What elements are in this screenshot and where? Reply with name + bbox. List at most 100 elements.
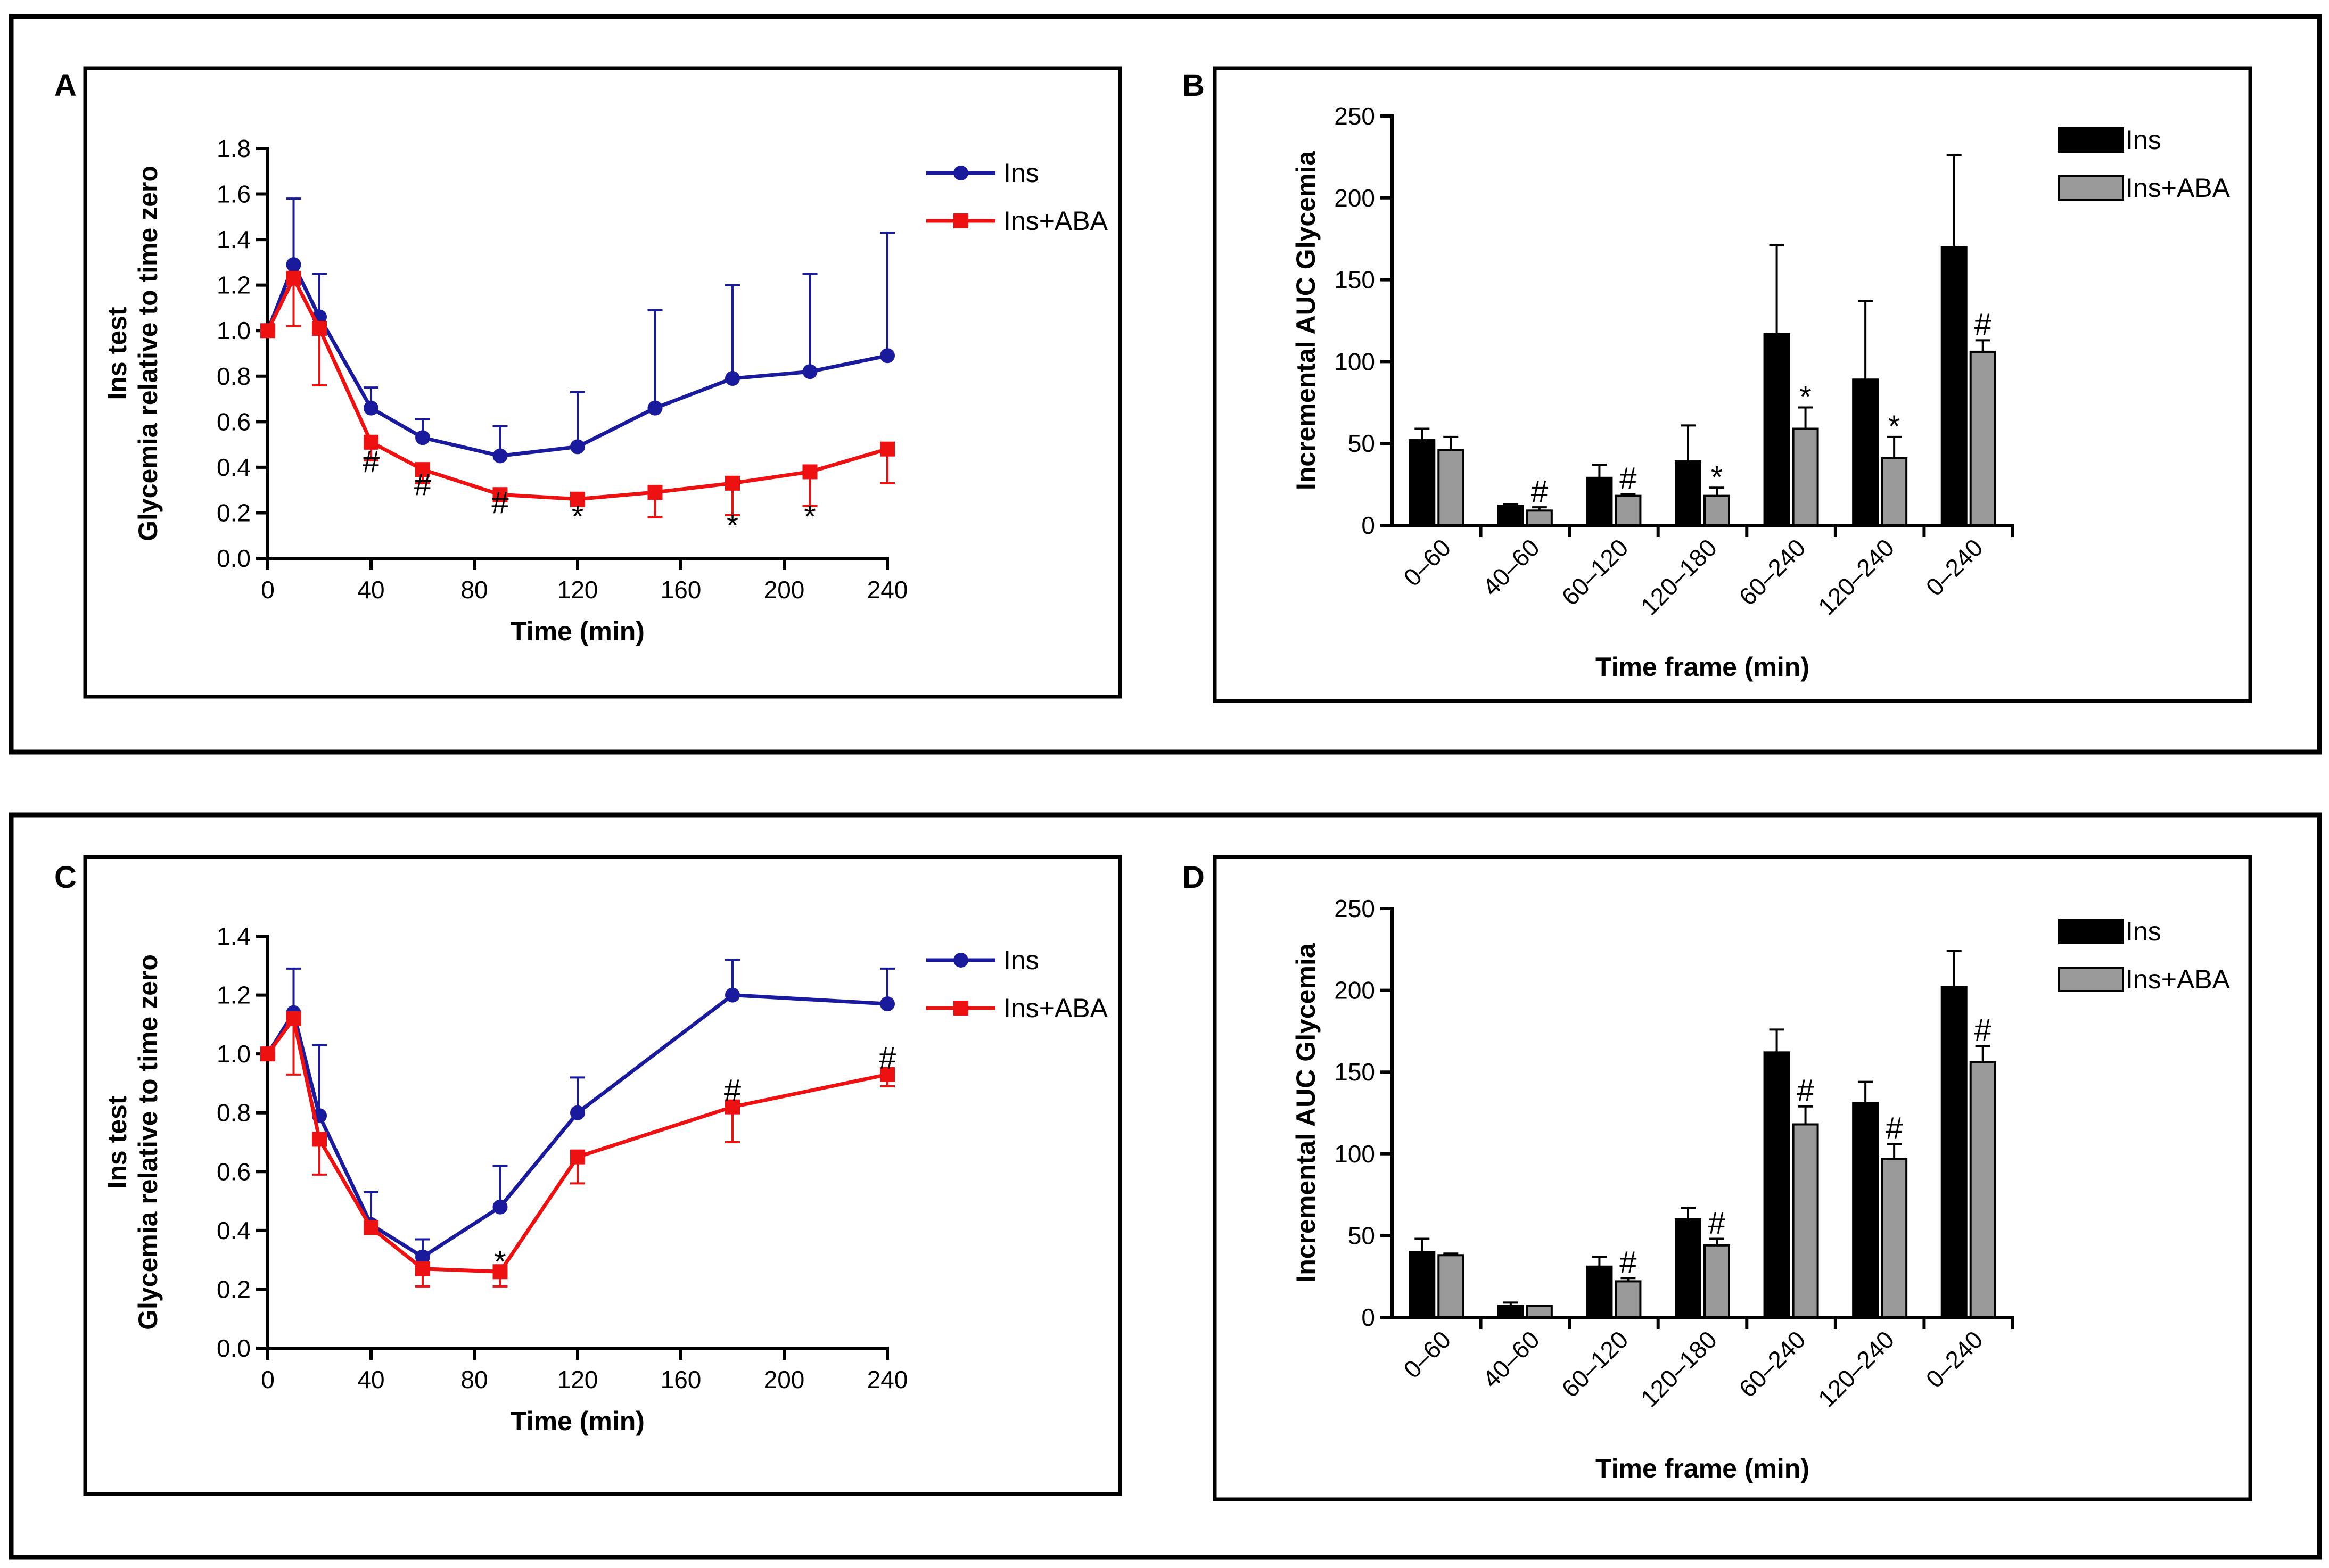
- series-ins-aba: [260, 1011, 895, 1288]
- y-tick-label: 200: [1334, 977, 1375, 1004]
- data-point: [647, 484, 663, 500]
- y-tick-label: 1.6: [217, 180, 251, 208]
- x-tick-label: 0: [261, 1366, 275, 1393]
- series-ins: [260, 959, 895, 1265]
- y-tick-label: 50: [1348, 430, 1375, 457]
- legend-marker: [953, 953, 968, 968]
- x-tick-label: 80: [460, 1366, 488, 1393]
- significance-mark: #: [1619, 461, 1636, 496]
- significance-mark: *: [804, 500, 816, 534]
- legend-item: Ins: [926, 945, 1039, 975]
- x-tick-label: 0–60: [1398, 1325, 1456, 1383]
- x-tick-label: 40–60: [1477, 1325, 1545, 1393]
- significance-mark: #: [879, 1041, 896, 1076]
- y-tick-label: 100: [1334, 348, 1375, 375]
- y-tick-label: 100: [1334, 1140, 1375, 1168]
- bar: [1763, 1051, 1790, 1319]
- significance-mark: *: [727, 509, 739, 543]
- y-axis-title: Glycemia relative to time zero: [133, 954, 163, 1330]
- y-tick-label: 250: [1334, 102, 1375, 130]
- y-tick-label: 1.8: [217, 135, 251, 162]
- bar: [1703, 494, 1730, 527]
- x-axis-title: Time (min): [511, 1406, 645, 1436]
- data-point: [647, 400, 663, 416]
- data-point: [725, 475, 740, 491]
- legend-label: Ins+ABA: [1003, 993, 1108, 1023]
- panel-a-frame: [83, 66, 1122, 699]
- y-tick-label: 1.4: [217, 922, 251, 950]
- y-tick-label: 50: [1348, 1222, 1375, 1249]
- x-tick-label: 0–240: [1921, 533, 1988, 601]
- y-tick-label: 0.6: [217, 1158, 251, 1185]
- x-axis-title: Time (min): [511, 616, 645, 646]
- bar: [1703, 1244, 1730, 1319]
- legend-item: Ins+ABA: [926, 206, 1108, 236]
- y-axis-title: Incremental AUC Glycemia: [1291, 943, 1321, 1282]
- data-point: [492, 1199, 508, 1215]
- y-tick-label: 1.2: [217, 981, 251, 1009]
- data-point: [492, 487, 508, 502]
- significance-mark: *: [1888, 409, 1900, 444]
- y-tick-label: 0.2: [217, 1275, 251, 1303]
- x-tick-label: 0: [261, 576, 275, 604]
- y-tick-label: 1.2: [217, 271, 251, 299]
- bar: [1881, 457, 1908, 526]
- y-tick-label: 150: [1334, 1058, 1375, 1086]
- legend-item: Ins+ABA: [2058, 173, 2231, 203]
- significance-mark: #: [724, 1073, 741, 1108]
- significance-mark: *: [1711, 460, 1723, 494]
- bar: [1409, 1251, 1436, 1319]
- panel-b-label: B: [1182, 68, 1205, 103]
- bar: [1526, 509, 1553, 526]
- y-tick-label: 250: [1334, 895, 1375, 922]
- data-point: [725, 987, 740, 1003]
- y-tick-label: 200: [1334, 184, 1375, 212]
- bar: [1675, 460, 1701, 527]
- y-axis-title: Glycemia relative to time zero: [133, 166, 163, 541]
- panel-b: B 0 50 100 150 200 250 Incremental AUC Glycemi…: [1182, 66, 2252, 703]
- x-axis-title: Time frame (min): [1595, 1454, 1809, 1483]
- x-axis-title: Time frame (min): [1595, 652, 1809, 682]
- data-point: [415, 1249, 430, 1265]
- legend-swatch: [2058, 919, 2124, 944]
- bar: [1586, 1265, 1613, 1319]
- data-point: [364, 400, 378, 416]
- x-tick-label: 60–120: [1556, 1325, 1633, 1402]
- data-point: [492, 1264, 508, 1280]
- data-point: [260, 323, 275, 339]
- panel-c-frame: [83, 855, 1122, 1496]
- significance-mark: #: [414, 467, 431, 502]
- bar: [1497, 505, 1524, 527]
- legend-swatch: [2058, 967, 2124, 992]
- bar: [1881, 1158, 1908, 1319]
- bar: [1675, 1218, 1701, 1318]
- y-tick-label: 1.0: [217, 317, 251, 344]
- legend-label: Ins: [2126, 125, 2161, 155]
- significance-mark: #: [1886, 1111, 1903, 1145]
- legend-swatch: [2058, 127, 2124, 153]
- y-tick-label: 150: [1334, 266, 1375, 294]
- significance-mark: *: [494, 1245, 506, 1280]
- y-tick-label: 0.2: [217, 499, 251, 526]
- y-tick-label: 0.0: [217, 544, 251, 572]
- data-point: [725, 1099, 740, 1115]
- legend-label: Ins: [2126, 917, 2161, 946]
- series-ins: [1409, 154, 1968, 527]
- series-ins-aba: [1437, 339, 1996, 527]
- panel-a: A 0.0 0.2 0.4 0.6 0.8 1.0 1.2 1.4 1.6 1.8 Ins test…: [54, 66, 1122, 699]
- legend-marker: [953, 1001, 968, 1016]
- y-axis-title: Ins test: [102, 307, 132, 400]
- x-tick-label: 160: [661, 1366, 702, 1393]
- data-point: [802, 364, 818, 379]
- significance-mark: *: [572, 500, 584, 534]
- data-point: [802, 464, 818, 480]
- data-point: [415, 1261, 430, 1276]
- series-line: [266, 1017, 888, 1274]
- data-point: [880, 996, 895, 1012]
- x-tick-label: 240: [867, 1366, 908, 1393]
- legend-label: Ins+ABA: [2126, 173, 2231, 203]
- panel-d: D 0 50 100 150 200 250 Incremental AUC Glycemi…: [1182, 855, 2252, 1501]
- legend-item: Ins+ABA: [926, 993, 1108, 1023]
- y-axis-title: Incremental AUC Glycemia: [1291, 151, 1321, 490]
- data-point: [312, 320, 327, 336]
